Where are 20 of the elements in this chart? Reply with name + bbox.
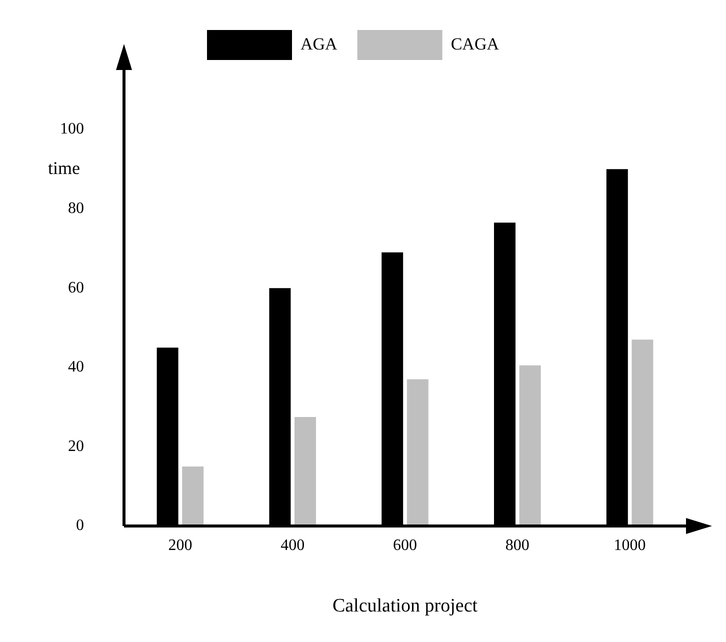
y-tick-label: 80 (68, 200, 84, 217)
y-tick-label: 20 (68, 438, 84, 455)
bar (294, 416, 316, 526)
x-tick-label: 800 (505, 536, 530, 554)
y-tick-label: 60 (68, 279, 84, 296)
x-axis-title: Calculation project (332, 596, 478, 617)
bar (632, 340, 654, 526)
y-tick-label: 100 (60, 120, 84, 138)
bar (519, 365, 541, 526)
y-tick-label: 40 (68, 358, 84, 376)
x-tick-label: 600 (393, 536, 417, 554)
x-tick-label: 400 (280, 536, 305, 554)
x-tick-label: 1000 (614, 536, 646, 554)
y-axis-title: time (48, 158, 80, 178)
y-tick-label: 0 (76, 517, 84, 534)
x-tick-label: 200 (168, 536, 192, 554)
bar (182, 466, 204, 526)
bar (406, 379, 428, 526)
legend-label: AGA (300, 34, 338, 54)
legend-label: CAGA (450, 34, 500, 54)
